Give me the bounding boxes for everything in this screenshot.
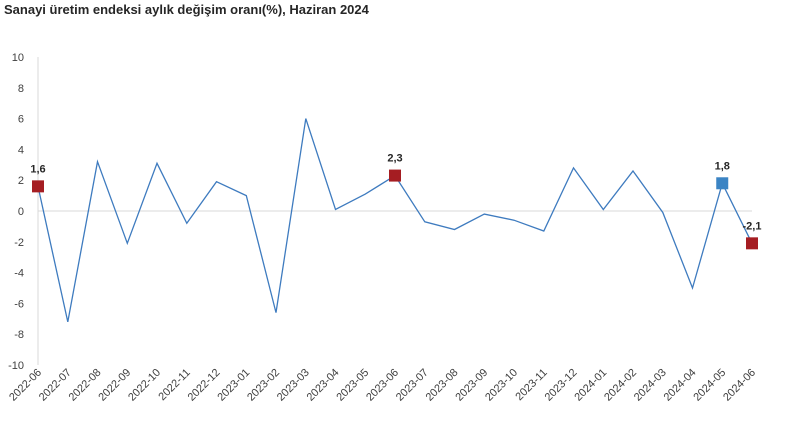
y-tick-label: 6 <box>18 114 24 126</box>
highlight-marker <box>716 177 729 190</box>
x-tick-label: 2022-10 <box>126 367 163 404</box>
x-axis: 2022-062022-072022-082022-092022-102022-… <box>7 367 758 404</box>
data-label: 1,6 <box>30 163 45 175</box>
y-tick-label: 8 <box>18 83 24 95</box>
x-tick-label: 2023-10 <box>483 367 520 404</box>
y-tick-label: 4 <box>18 144 24 156</box>
data-label: 1,8 <box>715 160 730 172</box>
data-label: -2,1 <box>743 220 762 232</box>
y-tick-label: -2 <box>14 237 24 249</box>
y-tick-label: 2 <box>18 175 24 187</box>
highlight-markers: 1,6 2,3 1,8 -2,1 <box>30 153 761 250</box>
data-label: 2,3 <box>387 153 402 165</box>
highlight-marker <box>32 180 44 193</box>
y-tick-label: 0 <box>18 206 24 218</box>
chart-title: Sanayi üretim endeksi aylık değişim oran… <box>4 2 369 17</box>
y-tick-label: -6 <box>14 298 24 310</box>
y-tick-label: -4 <box>14 268 24 280</box>
series-group <box>37 118 753 323</box>
y-tick-label: -10 <box>8 360 24 372</box>
highlight-marker <box>389 169 401 182</box>
y-tick-label: 10 <box>12 52 24 64</box>
x-tick-label: 2024-06 <box>721 367 758 404</box>
y-tick-label: -8 <box>14 329 24 341</box>
series-line <box>37 118 753 323</box>
highlight-marker <box>746 237 758 250</box>
y-axis: 10 8 6 4 2 0 -2 -4 -6 -8 -10 <box>8 52 39 372</box>
